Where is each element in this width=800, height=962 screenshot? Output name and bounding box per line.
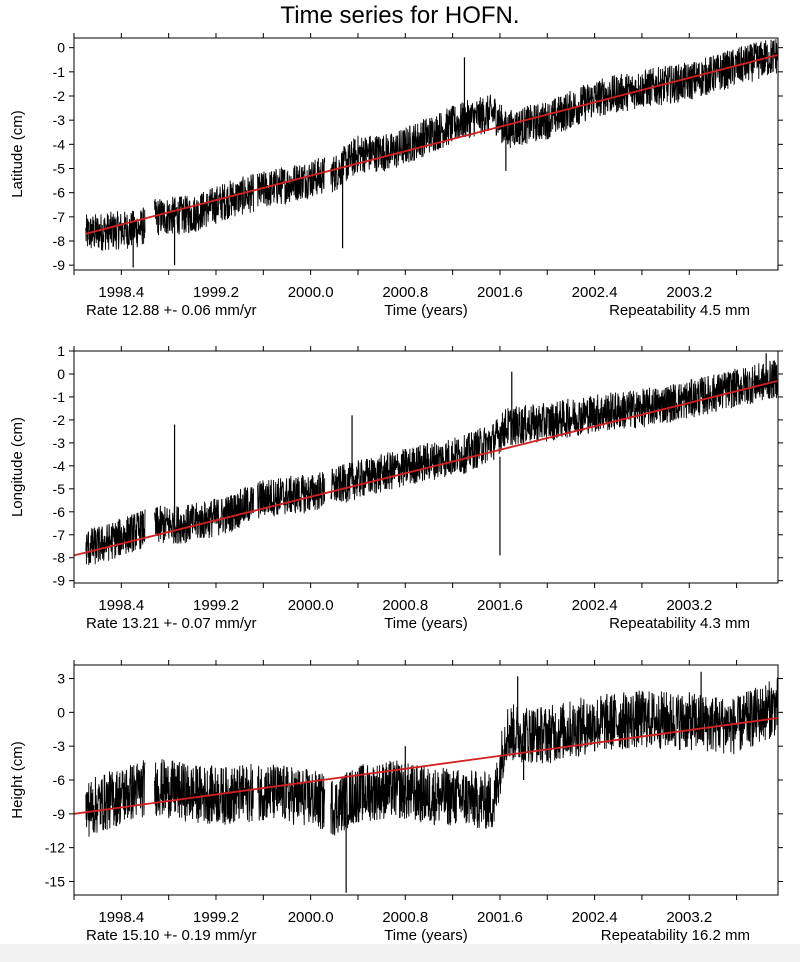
x-tick-label: 2002.4 [572,909,618,926]
series-trace [85,677,778,837]
y-tick-label: -1 [53,64,66,80]
y-tick-label: -2 [53,412,66,428]
x-tick-label: 2000.0 [288,284,334,301]
series-trace [85,360,778,565]
x-tick-label: 2002.4 [572,284,618,301]
y-tick-label: -9 [53,257,66,273]
repeatability-text: Repeatability 4.3 mm [609,615,750,632]
y-axis-label: Latitude (cm) [9,110,26,198]
y-tick-label: -7 [53,209,66,225]
x-axis-label: Time (years) [384,927,468,944]
x-tick-label: 2002.4 [572,597,618,614]
figure-title: Time series for HOFN. [280,2,520,29]
y-tick-label: -8 [53,550,66,566]
x-tick-label: 2003.2 [666,597,712,614]
y-tick-label: -6 [53,772,66,788]
x-tick-label: 1998.4 [98,284,144,301]
x-tick-label: 1998.4 [98,909,144,926]
x-tick-label: 1999.2 [193,909,239,926]
series-trace [85,39,778,251]
y-tick-label: -6 [53,185,66,201]
x-tick-label: 2000.8 [382,909,428,926]
y-tick-label: -12 [45,840,65,856]
y-tick-label: -4 [53,136,66,152]
y-tick-label: -3 [53,738,66,754]
y-tick-label: -3 [53,435,66,451]
x-tick-label: 1999.2 [193,284,239,301]
chart-panel-2: 1 0 -1 -2 -3 -4 -5 -6 -7 -8 -9 1998.4 1999.2 2000.0 20… [9,343,783,632]
y-tick-label: -4 [53,458,66,474]
rate-text: Rate 12.88 +- 0.06 mm/yr [86,302,257,319]
x-tick-label: 2000.8 [382,284,428,301]
y-tick-label: -9 [53,573,66,589]
chart-panel-1: 0 -1 -2 -3 -4 -5 -6 -7 -8 -9 1998.4 1999.2 2000.0 200… [9,33,783,319]
y-tick-label: 1 [57,343,65,359]
repeatability-text: Repeatability 16.2 mm [601,927,750,944]
y-tick-label: -5 [53,161,66,177]
plot-frame [73,350,779,584]
x-axis-label: Time (years) [384,302,468,319]
x-tick-label: 1999.2 [193,597,239,614]
y-tick-label: 0 [57,366,65,382]
y-tick-label: 0 [57,40,65,56]
repeatability-text: Repeatability 4.5 mm [609,302,750,319]
x-tick-label: 2003.2 [666,909,712,926]
plot-frame [73,37,779,271]
y-tick-label: -3 [53,112,66,128]
x-tick-label: 2001.6 [477,284,523,301]
bottom-strip [0,944,800,962]
y-axis-label: Longitude (cm) [9,417,26,517]
y-tick-label: 3 [57,671,65,687]
chart-panel-3: 3 0 -3 -6 -9 -12 -15 1998.4 1999.2 2000.0 2000.8 20… [9,660,783,944]
x-tick-label: 2003.2 [666,284,712,301]
x-tick-label: 2001.6 [477,909,523,926]
fit-line [74,379,778,557]
y-tick-label: -15 [45,873,65,889]
x-axis-label: Time (years) [384,615,468,632]
y-tick-label: -9 [53,806,66,822]
x-tick-label: 1998.4 [98,597,144,614]
y-tick-label: -5 [53,481,66,497]
y-tick-label: -2 [53,88,66,104]
y-axis-label: Height (cm) [9,741,26,819]
y-tick-label: 0 [57,704,65,720]
x-tick-label: 2000.0 [288,909,334,926]
x-tick-label: 2000.0 [288,597,334,614]
fit-line [74,717,778,815]
y-tick-label: -1 [53,389,66,405]
rate-text: Rate 15.10 +- 0.19 mm/yr [86,927,257,944]
y-tick-label: -6 [53,504,66,520]
rate-text: Rate 13.21 +- 0.07 mm/yr [86,615,257,632]
fit-line [85,54,778,235]
x-tick-label: 2000.8 [382,597,428,614]
x-tick-label: 2001.6 [477,597,523,614]
y-tick-label: -8 [53,233,66,249]
y-tick-label: -7 [53,527,66,543]
